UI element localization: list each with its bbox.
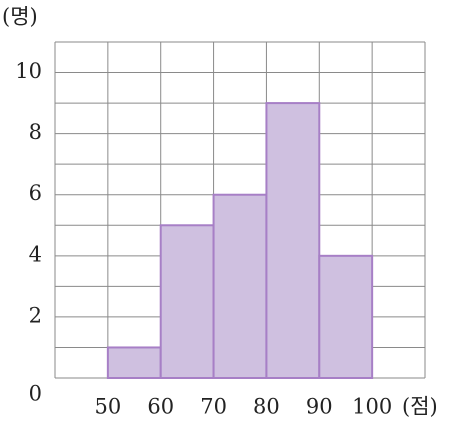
x-tick-label: 80 [253,395,280,419]
y-tick-label: 2 [29,303,42,327]
x-tick-label: 60 [147,395,174,419]
y-tick-label: 6 [29,181,42,205]
x-tick-label: 70 [200,395,227,419]
x-axis-label: (점) [402,395,438,419]
x-tick-label: 90 [306,395,333,419]
y-tick-label: 10 [15,59,42,83]
bar [159,224,215,379]
x-tick-label: 100 [352,395,392,419]
y-tick-label: 0 [29,382,42,406]
bar [318,254,374,379]
bar [265,102,321,379]
x-tick-label: 50 [94,395,121,419]
y-tick-label: 4 [29,242,42,266]
bar [212,193,268,379]
bar [106,346,162,380]
y-tick-label: 8 [29,120,42,144]
y-axis-label: (명) [2,5,38,29]
